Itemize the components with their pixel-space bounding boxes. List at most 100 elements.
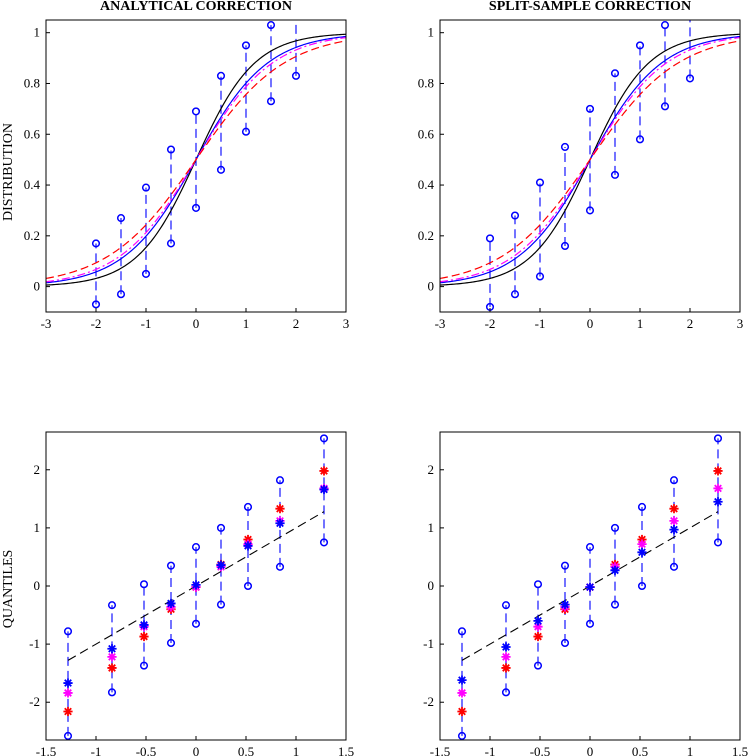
upper-bound-marker: [713, 434, 723, 443]
x-tick-label: 1: [293, 744, 300, 756]
upper-bound-marker: [139, 580, 149, 589]
marker-uncorrected: [669, 504, 679, 514]
upper-bound-marker: [535, 178, 545, 187]
chart-title: SPLIT-SAMPLE CORRECTION: [489, 0, 691, 14]
plot-frame: [439, 19, 741, 313]
x-tick-label: -2: [485, 316, 496, 331]
x-tick-label: -1.5: [36, 744, 57, 756]
lower-bound-marker: [635, 135, 645, 144]
x-tick-label: -1: [91, 744, 102, 756]
marker-estimate: [63, 678, 73, 688]
x-tick-label: 1: [243, 316, 250, 331]
upper-bound-marker: [216, 71, 226, 80]
curve-corrected: [440, 37, 740, 283]
lower-bound-marker: [501, 688, 511, 697]
upper-bound-marker: [319, 434, 329, 443]
upper-bound-marker: [637, 502, 647, 512]
lower-bound-marker: [216, 165, 226, 174]
panel-split-sample-distribution: SPLIT-SAMPLE CORRECTION -3 -2 -1 0 1 2 3 0 0.2 0.…: [418, 0, 744, 331]
lower-bound-marker: [63, 731, 73, 740]
marker-estimate: [585, 582, 595, 592]
curve-corrected: [46, 37, 346, 283]
y-tick-label: -2: [29, 694, 40, 709]
upper-bound-marker: [63, 627, 73, 636]
upper-bound-marker: [141, 183, 151, 192]
y-tick-label: 0.4: [24, 177, 41, 192]
lower-bound-marker: [560, 241, 570, 251]
upper-bound-marker: [501, 601, 511, 610]
lower-bound-marker: [107, 688, 117, 697]
lower-bound-marker: [241, 127, 251, 136]
marker-estimate: [107, 644, 117, 654]
tick-labels: -3 -2 -1 0 1 2 3 0 0.2 0.4 0.6 0.8 1: [418, 25, 744, 331]
lower-bound-marker: [116, 290, 126, 299]
upper-bound-marker: [91, 239, 101, 248]
y-tick-label: 2: [428, 462, 435, 477]
upper-bound-marker: [166, 145, 176, 154]
marker-uncorrected: [107, 663, 117, 673]
marker-estimate: [713, 497, 723, 507]
y-tick-label: 0: [428, 578, 435, 593]
lower-bound-marker: [585, 206, 595, 215]
lower-bound-marker: [669, 562, 679, 571]
marker-estimate: [319, 484, 329, 495]
plot-frame: [439, 431, 741, 741]
plot-content: [46, 9, 346, 309]
y-tick-label: 0.2: [418, 228, 434, 243]
x-tick-label: 1.5: [338, 744, 354, 756]
plot-content: [440, 20, 740, 311]
y-axis-label: DISTRIBUTION: [1, 123, 16, 221]
lower-bound-marker: [713, 538, 723, 547]
lower-bound-marker: [637, 581, 647, 591]
panel-analytical-distribution: ANALYTICAL CORRECTION DISTRIBUTION -3 -2-…: [1, 0, 349, 331]
y-tick-label: 1: [428, 520, 435, 535]
tick-labels: -1.5 -1 -0.5 0 0.5 1 1.5 -2 -1 0 1 2: [29, 462, 354, 756]
x-tick-label: -1.5: [430, 744, 451, 756]
upper-bound-marker: [610, 523, 620, 532]
upper-bound-marker: [485, 234, 495, 243]
y-tick-label: 0: [428, 279, 435, 294]
y-tick-label: 0.6: [418, 126, 435, 141]
upper-bound-marker: [585, 543, 595, 552]
upper-bound-marker: [191, 543, 201, 552]
y-tick-label: 1: [428, 25, 435, 40]
chart-title: ANALYTICAL CORRECTION: [100, 0, 292, 14]
marker-estimate: [610, 565, 620, 575]
upper-bound-marker: [166, 561, 176, 570]
upper-bound-marker: [241, 41, 251, 50]
lower-bound-marker: [585, 619, 595, 628]
lower-bound-marker: [191, 619, 201, 628]
y-tick-label: -1: [423, 636, 434, 651]
upper-bound-marker: [116, 214, 126, 223]
x-tick-label: -3: [435, 316, 446, 331]
lower-bound-marker: [319, 538, 329, 547]
x-tick-label: -0.5: [530, 744, 551, 756]
marker-corrected: [669, 516, 679, 526]
lower-bound-marker: [266, 97, 276, 106]
curve-uncorrected: [440, 40, 740, 280]
y-tick-label: 1: [34, 520, 41, 535]
marker-estimate: [275, 518, 285, 528]
lower-bound-marker: [510, 290, 520, 299]
y-tick-label: 0.2: [24, 228, 40, 243]
plot-frame: [45, 19, 347, 313]
y-tick-label: 0.8: [24, 75, 40, 90]
lower-bound-marker: [533, 661, 543, 670]
lower-bound-marker: [535, 272, 545, 281]
x-tick-label: -0.5: [136, 744, 157, 756]
y-tick-label: 0.6: [24, 126, 41, 141]
marker-corrected: [501, 652, 511, 662]
lower-bound-marker: [141, 269, 151, 278]
y-tick-label: 0: [34, 279, 41, 294]
marker-uncorrected: [637, 534, 647, 545]
marker-uncorrected: [501, 663, 511, 673]
upper-bound-marker: [293, 9, 300, 16]
y-tick-label: 0.8: [418, 75, 434, 90]
x-tick-label: -2: [91, 316, 102, 331]
plot-frame: [45, 431, 347, 741]
y-tick-label: 2: [34, 462, 41, 477]
marker-estimate: [191, 580, 201, 590]
y-axis-label: QUANTILES: [1, 550, 16, 629]
lower-bound-marker: [243, 581, 253, 591]
marker-corrected: [533, 622, 543, 632]
